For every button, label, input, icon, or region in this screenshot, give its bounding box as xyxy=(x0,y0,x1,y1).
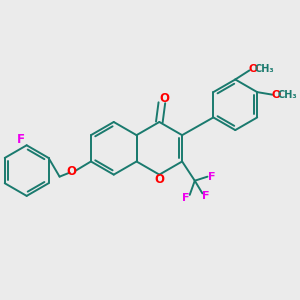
Text: O: O xyxy=(154,173,164,186)
Text: CH₃: CH₃ xyxy=(254,64,274,74)
Text: O: O xyxy=(248,64,257,74)
Text: O: O xyxy=(66,165,76,178)
Text: F: F xyxy=(208,172,216,182)
Text: F: F xyxy=(202,191,209,201)
Text: O: O xyxy=(271,90,280,100)
Text: F: F xyxy=(182,193,189,202)
Text: F: F xyxy=(16,133,25,146)
Text: O: O xyxy=(160,92,170,104)
Text: CH₃: CH₃ xyxy=(278,90,297,100)
